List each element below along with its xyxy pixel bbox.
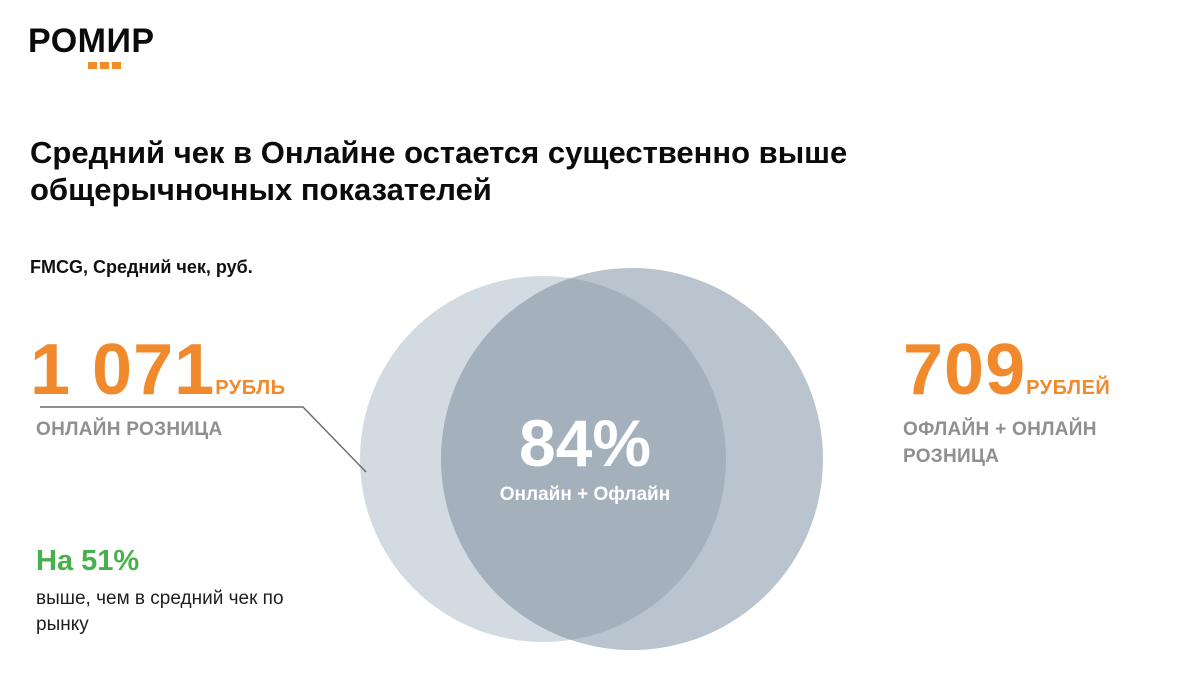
logo-dot — [112, 62, 121, 69]
online-retail-caption: ОНЛАЙН РОЗНИЦА — [36, 419, 223, 440]
slide-title: Средний чек в Онлайне остается существен… — [30, 135, 848, 207]
overlap-region — [441, 276, 726, 642]
offline-online-caption: ОФЛАЙН + ОНЛАЙН РОЗНИЦА — [903, 419, 1097, 467]
online-avg-check-unit: РУБЛЬ — [215, 377, 286, 399]
overlap-label: Онлайн + Офлайн — [499, 484, 671, 505]
logo-dot — [88, 62, 97, 69]
callout-line — [40, 406, 367, 473]
market-avg-check-unit: РУБЛЕЙ — [1026, 377, 1111, 399]
logo-dot — [100, 62, 109, 69]
logo-dots — [88, 62, 155, 69]
overlap-percent: 84% — [518, 406, 652, 480]
difference-headline: На 51% — [36, 545, 140, 577]
romir-logo: РОМИР — [28, 24, 155, 69]
difference-text: выше, чем в средний чек по рынку — [36, 588, 284, 635]
market-avg-check: 709РУБЛЕЙ — [903, 334, 1110, 406]
chart-subtitle: FMCG, Средний чек, руб. — [30, 257, 253, 277]
logo-text: РОМИР — [28, 22, 155, 60]
online-avg-check: 1 071РУБЛЬ — [30, 334, 286, 406]
online-avg-check-value: 1 071 — [30, 330, 216, 410]
market-avg-check-value: 709 — [903, 330, 1027, 410]
